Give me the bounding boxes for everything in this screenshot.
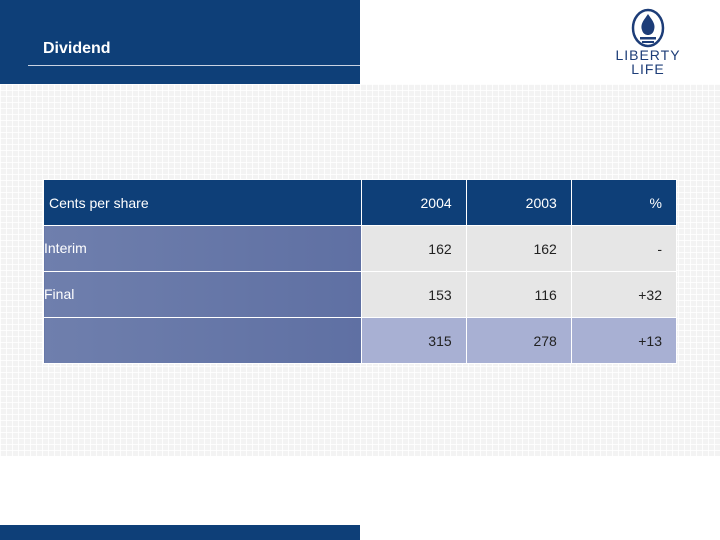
row-label xyxy=(43,317,362,364)
table-cell: 153 xyxy=(360,271,467,318)
row-label: Final xyxy=(43,271,362,318)
header-divider xyxy=(28,65,360,66)
flame-shield-icon xyxy=(631,8,665,48)
header-band xyxy=(0,0,360,84)
dividend-table: Cents per share 2004 2003 % Interim 162 … xyxy=(43,179,678,364)
table-row-interim: Interim 162 162 - xyxy=(43,225,678,272)
table-cell: +32 xyxy=(570,271,678,318)
header-col-percent: % xyxy=(570,179,678,226)
table-cell: 278 xyxy=(465,317,572,364)
logo-text-line1: LIBERTY xyxy=(615,47,681,63)
header-col-2004: 2004 xyxy=(360,179,467,226)
table-header-row: Cents per share 2004 2003 % xyxy=(43,179,678,226)
footer-band xyxy=(0,525,360,540)
table-cell: 116 xyxy=(465,271,572,318)
table-row-total: 315 278 +13 xyxy=(43,317,678,364)
header-label: Cents per share xyxy=(43,179,362,226)
table-cell: 315 xyxy=(360,317,467,364)
logo-text-line2: LIFE xyxy=(631,61,665,77)
table-cell: +13 xyxy=(570,317,678,364)
table-row-final: Final 153 116 +32 xyxy=(43,271,678,318)
liberty-life-logo: LIBERTY LIFE xyxy=(612,8,684,82)
slide-title: Dividend xyxy=(43,40,111,57)
table-cell: 162 xyxy=(360,225,467,272)
header-col-2003: 2003 xyxy=(465,179,572,226)
row-label: Interim xyxy=(43,225,362,272)
table-cell: 162 xyxy=(465,225,572,272)
table-cell: - xyxy=(570,225,678,272)
